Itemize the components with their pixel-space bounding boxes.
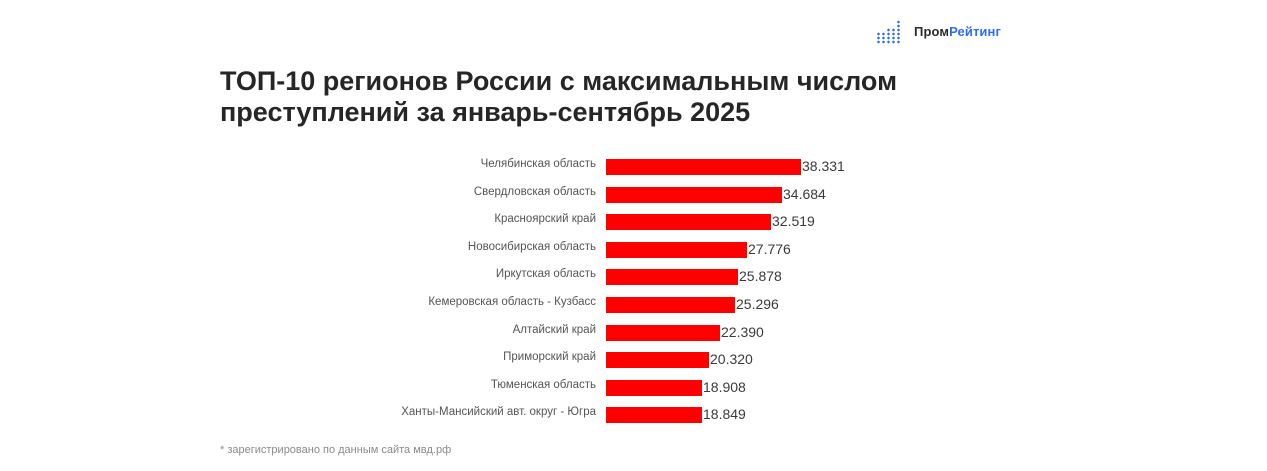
bar-category-label: Ханты-Мансийский авт. округ - Югра	[401, 406, 596, 419]
bar-category-label: Красноярский край	[494, 213, 596, 226]
bar	[606, 186, 782, 203]
bar-value-label: 18.849	[703, 406, 746, 423]
bar-category-label: Алтайский край	[512, 323, 596, 336]
brand-logo: ПромРейтинг	[877, 18, 1001, 44]
bar-category-label: Тюменская область	[490, 378, 596, 391]
bar-row: Новосибирская область 27.776	[0, 239, 1267, 259]
bar-row: Свердловская область 34.684	[0, 184, 1267, 204]
bar-row: Иркутская область 25.878	[0, 266, 1267, 286]
bar-row: Алтайский край 22.390	[0, 322, 1267, 342]
source-footnote: * зарегистрировано по данным сайта мвд.р…	[220, 444, 452, 456]
chart-title: ТОП-10 регионов России с максимальным чи…	[220, 66, 898, 127]
bar-value-label: 25.878	[739, 268, 782, 285]
bar-category-label: Челябинская область	[480, 158, 596, 170]
bar-row: Челябинская область 38.331	[0, 156, 1267, 176]
bar-value-label: 25.296	[736, 296, 779, 312]
bar	[606, 159, 801, 175]
brand-name: ПромРейтинг	[914, 24, 1001, 39]
bar	[606, 297, 735, 313]
bar-row: Красноярский край 32.519	[0, 211, 1267, 231]
bar	[606, 269, 738, 286]
bar	[606, 324, 720, 341]
bar-row: Кемеровская область - Кузбасс 25.296	[0, 294, 1267, 314]
bar-row: Ханты-Мансийский авт. округ - Югра 18.849	[0, 404, 1267, 424]
bar-value-label: 27.776	[748, 240, 791, 257]
bar-category-label: Новосибирская область	[467, 240, 596, 253]
bar-row: Приморский край 20.320	[0, 349, 1267, 369]
bar	[606, 241, 747, 258]
bar-value-label: 22.390	[721, 323, 764, 340]
bar	[606, 352, 709, 369]
bar-category-label: Иркутская область	[495, 268, 596, 281]
brand-name-part1: Пром	[914, 23, 950, 39]
bar-row: Тюменская область 18.908	[0, 377, 1267, 397]
bar-value-label: 38.331	[802, 158, 845, 174]
bar-value-label: 34.684	[783, 185, 826, 202]
bar-category-label: Свердловская область	[473, 185, 596, 198]
bar-category-label: Кемеровская область - Кузбасс	[428, 296, 596, 308]
bar-dots-icon	[877, 18, 903, 44]
bar-category-label: Приморский край	[503, 351, 596, 364]
bar	[606, 214, 771, 231]
brand-name-part2: Рейтинг	[949, 23, 1001, 39]
bar	[606, 407, 702, 424]
bar-value-label: 18.908	[703, 378, 746, 395]
bar-value-label: 32.519	[772, 213, 815, 230]
bar	[606, 379, 702, 396]
bar-value-label: 20.320	[710, 351, 753, 368]
